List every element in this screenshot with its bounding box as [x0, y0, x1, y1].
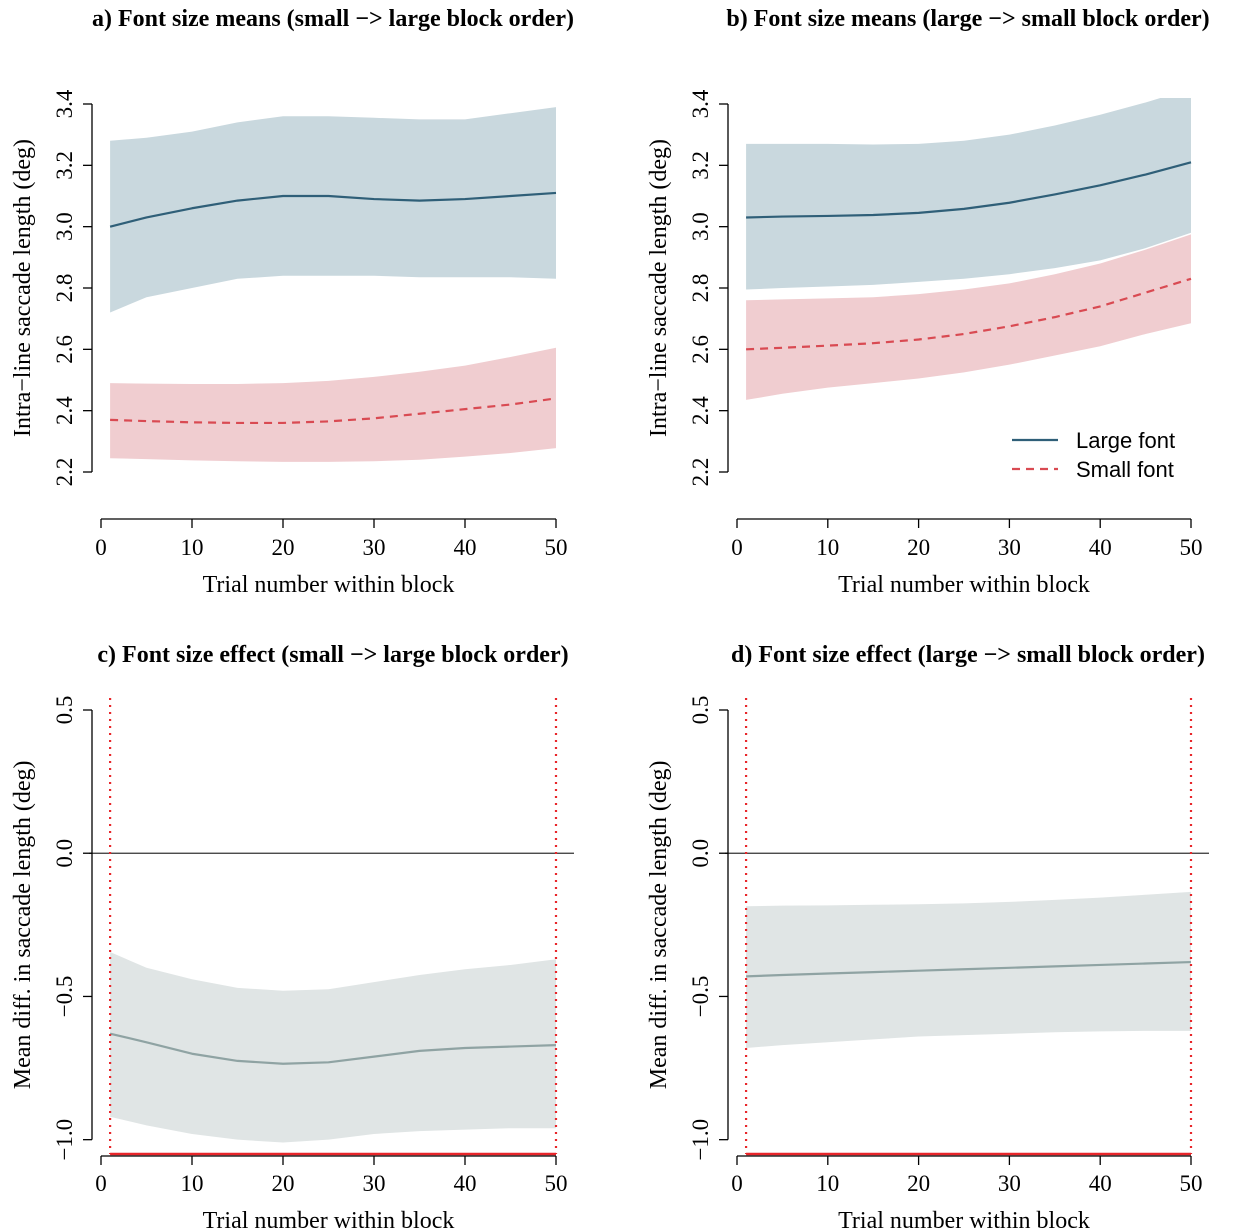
plot-area-a — [109, 107, 557, 462]
band-difference — [110, 952, 556, 1143]
x-tick-label: 10 — [816, 535, 839, 560]
y-tick-label: 3.2 — [52, 151, 77, 180]
y-tick-label: 2.2 — [52, 458, 77, 487]
x-tick-label: 20 — [272, 1171, 295, 1196]
y-axis-label: Mean diff. in saccade length (deg) — [10, 760, 36, 1089]
x-tick-label: 50 — [1180, 1171, 1203, 1196]
series-line-large-font — [109, 191, 557, 228]
y-tick-label: 2.6 — [52, 335, 77, 364]
y-tick-label: 0.5 — [52, 696, 77, 725]
legend: Large font Small font — [1012, 428, 1175, 482]
x-axis-label: Trial number within block — [838, 572, 1090, 598]
series-line-large-font — [746, 161, 1192, 219]
panel-d: 0 10 20 30 40 50 −1.0 −0.5 0.0 0.5 d) Font size ef… — [646, 642, 1209, 1232]
x-tick-label: 20 — [907, 535, 930, 560]
x-axis-label: Trial number within block — [203, 572, 455, 598]
x-tick-label: 20 — [272, 535, 295, 560]
x-tick-label: 40 — [454, 535, 477, 560]
band-large-font — [110, 107, 556, 313]
x-tick-label: 50 — [545, 1171, 568, 1196]
y-tick-label: −0.5 — [688, 976, 713, 1018]
series-line-small-font — [110, 397, 557, 425]
plot-area-b — [746, 98, 1192, 400]
y-tick-label: 2.8 — [52, 274, 77, 303]
band-large-font — [746, 98, 1191, 290]
x-tick-label: 30 — [998, 535, 1021, 560]
x-tick-label: 10 — [181, 1171, 204, 1196]
chart-title: b) Font size means (large −> small block… — [726, 6, 1209, 32]
y-axis-label: Mean diff. in saccade length (deg) — [646, 760, 672, 1089]
chart-title: c) Font size effect (small −> large bloc… — [97, 642, 568, 668]
y-tick-label: 3.4 — [52, 89, 77, 118]
y-tick-label: 2.6 — [688, 335, 713, 364]
y-tick-label: 2.4 — [52, 396, 77, 425]
x-tick-label: 0 — [95, 535, 107, 560]
y-axis-label: Intra−line saccade length (deg) — [10, 139, 36, 437]
legend-label: Large font — [1076, 428, 1175, 453]
panel-b: 0 10 20 30 40 50 2.2 2.4 2.6 2.8 3.0 3.2 3.4 b) Font … — [646, 6, 1210, 598]
y-tick-label: 0.0 — [688, 839, 713, 868]
y-tick-label: 3.2 — [688, 151, 713, 180]
plot-area-c — [109, 952, 557, 1143]
panel-c: 0 10 20 30 40 50 −1.0 −0.5 0.0 0.5 c) Font size ef… — [10, 642, 574, 1232]
x-tick-label: 10 — [181, 535, 204, 560]
chart-title: a) Font size means (small −> large block… — [92, 6, 574, 32]
y-tick-label: 2.4 — [688, 396, 713, 425]
x-tick-label: 0 — [731, 535, 743, 560]
band-small-font — [110, 347, 556, 462]
y-tick-label: 3.0 — [688, 212, 713, 241]
legend-label: Small font — [1076, 457, 1174, 482]
y-tick-label: 0.5 — [688, 696, 713, 725]
x-tick-label: 0 — [95, 1171, 107, 1196]
y-tick-label: 3.4 — [688, 89, 713, 118]
y-tick-label: 3.0 — [52, 212, 77, 241]
panel-a: 0 10 20 30 40 50 2.2 2.4 2.6 2.8 3.0 3.2 3.4 a) Font … — [10, 6, 574, 598]
y-axis-label: Intra−line saccade length (deg) — [646, 139, 672, 437]
x-axis-label: Trial number within block — [838, 1208, 1090, 1232]
x-tick-label: 30 — [363, 1171, 386, 1196]
chart-title: d) Font size effect (large −> small bloc… — [731, 642, 1205, 668]
series-line-difference — [746, 960, 1192, 978]
x-tick-label: 40 — [454, 1171, 477, 1196]
x-tick-label: 40 — [1089, 1171, 1112, 1196]
plot-area-d — [746, 891, 1192, 1049]
y-tick-label: 2.2 — [688, 458, 713, 487]
series-line-difference — [109, 1032, 557, 1065]
y-tick-label: −1.0 — [52, 1119, 77, 1161]
x-tick-label: 30 — [363, 535, 386, 560]
band-small-font — [746, 234, 1191, 400]
x-tick-label: 50 — [1180, 535, 1203, 560]
x-tick-label: 40 — [1089, 535, 1112, 560]
x-axis-label: Trial number within block — [203, 1208, 455, 1232]
y-tick-label: −0.5 — [52, 976, 77, 1018]
x-tick-label: 0 — [731, 1171, 743, 1196]
x-tick-label: 10 — [816, 1171, 839, 1196]
y-tick-label: 2.8 — [688, 274, 713, 303]
y-tick-label: −1.0 — [688, 1119, 713, 1161]
y-tick-label: 0.0 — [52, 839, 77, 868]
x-tick-label: 50 — [545, 535, 568, 560]
x-tick-label: 30 — [998, 1171, 1021, 1196]
x-tick-label: 20 — [907, 1171, 930, 1196]
